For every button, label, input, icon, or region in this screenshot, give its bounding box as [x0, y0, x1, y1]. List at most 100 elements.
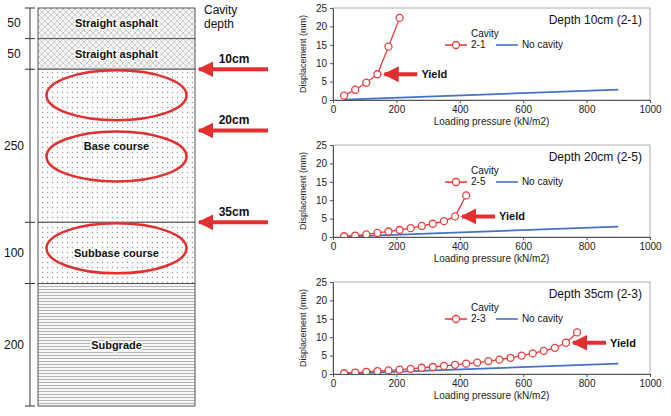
series-marker [363, 231, 370, 237]
x-tick-label: 400 [452, 104, 469, 115]
legend-label: 2-5 [471, 176, 486, 187]
layer-name: Subgrade [91, 339, 142, 351]
x-tick-label: 1000 [639, 378, 662, 389]
x-tick: 1000 [639, 100, 662, 115]
y-tick: 10 [316, 332, 333, 343]
x-tick-label: 1000 [639, 241, 662, 252]
series-marker [352, 86, 359, 93]
plot-marks [341, 14, 619, 99]
x-tick-mark [396, 237, 397, 240]
x-axis-title: Loading pressure (kN/m2) [434, 116, 550, 127]
y-tick: 5 [321, 76, 333, 87]
y-tick-label: 0 [321, 232, 327, 243]
series-marker [529, 350, 536, 357]
series-marker [429, 364, 436, 371]
x-tick: 600 [515, 100, 532, 115]
series-marker [407, 225, 414, 232]
legend-swatch [496, 318, 518, 320]
y-tick-label: 5 [321, 213, 327, 224]
series-marker [385, 43, 392, 50]
cavity [47, 70, 187, 120]
x-axis: 02004006008001000 [331, 100, 662, 115]
series-marker [352, 232, 359, 237]
legend: Cavity2-5No cavity [445, 165, 563, 187]
legend-label: No cavity [522, 176, 563, 187]
x-tick-label: 0 [331, 378, 337, 389]
annotation-arrow [573, 341, 606, 345]
legend-label: No cavity [522, 39, 563, 50]
x-axis-line [334, 374, 651, 375]
layer [38, 39, 195, 70]
y-tick-mark [330, 237, 333, 238]
thickness-label: 50 [7, 16, 21, 30]
plot-frame [333, 282, 650, 374]
series-marker [518, 352, 525, 359]
y-tick: 0 [321, 369, 333, 380]
layer [38, 222, 195, 283]
series-marker [551, 344, 558, 351]
y-tick-mark [330, 300, 333, 301]
x-tick: 600 [515, 237, 532, 252]
thickness-label: 200 [4, 338, 24, 352]
y-axis-line [333, 9, 334, 101]
series-marker [396, 14, 403, 21]
y-tick: 0 [321, 95, 333, 106]
series-marker [452, 361, 459, 368]
legend-label: 2-1 [471, 39, 486, 50]
x-tick: 800 [579, 100, 596, 115]
cavity-depth-header: Cavitydepth [204, 3, 237, 31]
series-marker [396, 366, 403, 373]
y-tick-label: 25 [316, 3, 328, 14]
cavity [47, 223, 187, 273]
chart-panel: 020040060080010000510152025Loading press… [298, 3, 662, 127]
series-marker [507, 354, 514, 361]
y-tick-mark [330, 219, 333, 220]
layer-name: Base course [84, 140, 149, 152]
series-marker [429, 220, 436, 227]
layer [38, 8, 195, 39]
series-marker [440, 362, 447, 369]
x-tick-mark [523, 374, 524, 377]
x-tick-label: 200 [389, 378, 406, 389]
cavity-label: 20cm [219, 113, 250, 127]
annotation-text: Yield [499, 210, 525, 222]
series-marker [374, 229, 381, 236]
x-tick: 800 [579, 237, 596, 252]
legend: Cavity2-3 No cavity [445, 302, 563, 324]
x-tick-mark [460, 100, 461, 103]
cavity-arrow [199, 67, 268, 71]
series-marker [463, 192, 470, 199]
x-tick: 1000 [639, 237, 662, 252]
annotation-text: Yield [610, 337, 636, 349]
y-tick-mark [330, 82, 333, 83]
y-tick-mark [330, 319, 333, 320]
y-tick-label: 5 [321, 76, 327, 87]
y-tick-mark [330, 145, 333, 146]
x-tick-label: 800 [579, 378, 596, 389]
y-tick-label: 0 [321, 369, 327, 380]
x-tick-mark [396, 374, 397, 377]
dimension-tick [25, 69, 35, 70]
x-tick: 200 [389, 374, 406, 389]
series-marker [341, 233, 348, 237]
legend-label: No cavity [522, 313, 563, 324]
x-tick: 400 [452, 100, 469, 115]
series-marker [540, 347, 547, 354]
cavity [47, 131, 187, 181]
x-tick-mark [523, 100, 524, 103]
x-tick-label: 800 [579, 104, 596, 115]
y-tick-label: 20 [316, 295, 328, 306]
legend-label: 2-3 [471, 313, 486, 324]
x-tick: 0 [331, 100, 337, 115]
x-tick-mark [587, 237, 588, 240]
legend-title: Cavity [471, 302, 499, 313]
y-axis-line [333, 283, 334, 375]
y-tick-label: 15 [316, 40, 328, 51]
layer-name: Straight asphalt [75, 17, 158, 29]
y-tick: 25 [316, 277, 333, 288]
x-tick-label: 800 [579, 241, 596, 252]
x-tick-label: 0 [331, 241, 337, 252]
chart-panel: 020040060080010000510152025Loading press… [298, 277, 662, 401]
series-marker [440, 218, 447, 225]
dimension-tick [25, 38, 35, 39]
